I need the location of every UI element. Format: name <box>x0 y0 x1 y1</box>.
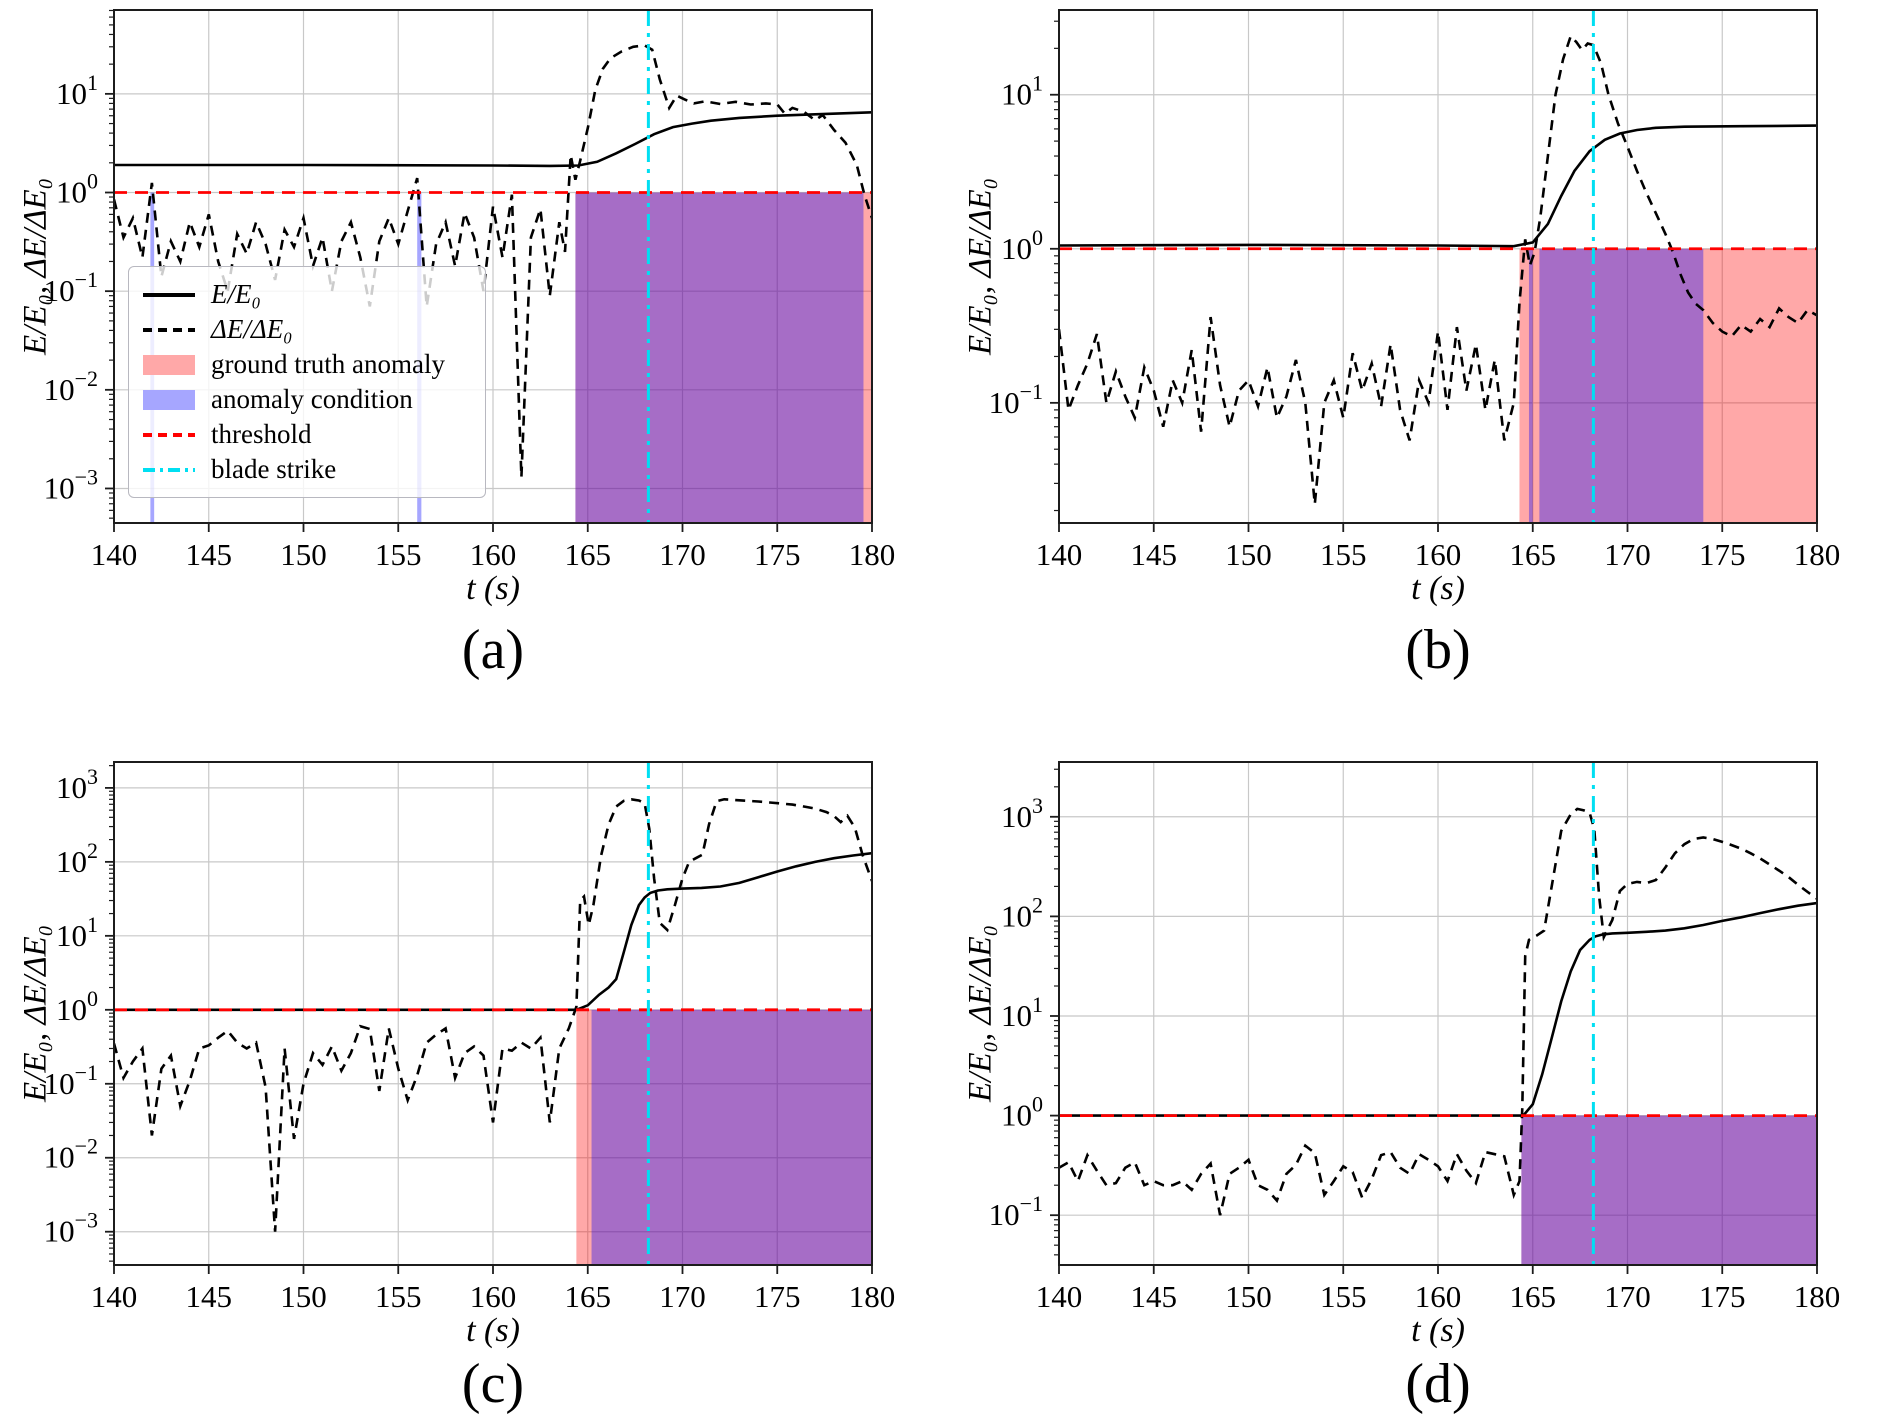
legend-label: threshold <box>211 419 312 449</box>
legend-item-ground-truth-anomaly: ground truth anomaly <box>141 347 471 382</box>
x-tick-label: 145 <box>186 537 233 572</box>
x-tick-label: 155 <box>1320 537 1367 572</box>
panel-c-x-axis-label: t (s) <box>466 1312 520 1349</box>
panel-a-caption: (a) <box>461 619 525 681</box>
x-tick-label: 150 <box>280 537 327 572</box>
legend-label: anomaly condition <box>211 384 413 414</box>
x-tick-label: 160 <box>1415 537 1462 572</box>
panel-a-y-axis-label: E/E₀, ΔE/ΔE₀ <box>17 177 54 356</box>
x-tick-label: 145 <box>1131 537 1178 572</box>
x-tick-label: 165 <box>1510 1279 1557 1314</box>
panel-b-y-axis-label: E/E₀, ΔE/ΔE₀ <box>962 177 999 356</box>
y-tick-label: 100 <box>1001 225 1043 266</box>
legend-item-blade-strike: blade strike <box>141 452 471 487</box>
x-tick-label: 175 <box>1699 1279 1746 1314</box>
x-tick-label: 155 <box>1320 1279 1367 1314</box>
y-tick-label: 101 <box>1001 992 1043 1033</box>
panel-c-caption: (c) <box>461 1353 525 1415</box>
x-tick-label: 155 <box>375 1279 422 1314</box>
x-tick-label: 160 <box>470 537 517 572</box>
x-tick-label: 155 <box>375 537 422 572</box>
x-tick-label: 145 <box>186 1279 233 1314</box>
y-tick-label: 100 <box>56 169 98 210</box>
legend-item-e-e0: E/E₀ <box>141 277 471 312</box>
x-tick-label: 160 <box>1415 1279 1462 1314</box>
legend-item-threshold: threshold <box>141 417 471 452</box>
x-tick-label: 145 <box>1131 1279 1178 1314</box>
y-tick-label: 101 <box>1001 71 1043 112</box>
legend-label: blade strike <box>211 454 337 484</box>
panel-c-plot: 140 145 150 155 160 165 170 175 180 103 102 101 100 1… <box>44 761 895 1314</box>
x-tick-label: 140 <box>1036 537 1083 572</box>
panel-a-x-axis-label: t (s) <box>466 570 520 607</box>
panel-d-plot: 140 145 150 155 160 165 170 175 180 103 102 101 100 1… <box>989 761 1840 1314</box>
x-tick-label: 170 <box>1604 1279 1651 1314</box>
legend-label: ground truth anomaly <box>211 349 445 379</box>
x-tick-label: 175 <box>754 537 801 572</box>
y-tick-label: 101 <box>56 912 98 953</box>
legend-item-anomaly-condition: anomaly condition <box>141 382 471 417</box>
x-tick-label: 170 <box>659 1279 706 1314</box>
panel-d-caption: (d) <box>1405 1353 1471 1415</box>
legend: E/E₀ ΔE/ΔE₀ ground truth anomaly anomaly… <box>128 266 486 498</box>
x-tick-label: 150 <box>1225 537 1272 572</box>
x-tick-label: 165 <box>1510 537 1557 572</box>
y-tick-label: 100 <box>1001 1092 1043 1133</box>
x-tick-label: 180 <box>1794 1279 1841 1314</box>
x-tick-label: 175 <box>1699 537 1746 572</box>
x-tick-label: 140 <box>91 537 138 572</box>
y-tick-label: 102 <box>56 838 98 879</box>
legend-label: E/E₀ <box>211 279 261 309</box>
panel-d-x-axis-label: t (s) <box>1411 1312 1465 1349</box>
legend-label: ΔE/ΔE₀ <box>211 314 293 344</box>
panel-c-y-axis-label: E/E₀, ΔE/ΔE₀ <box>17 924 54 1103</box>
y-tick-label: 102 <box>1001 892 1043 933</box>
x-tick-label: 170 <box>659 537 706 572</box>
panel-b-x-axis-label: t (s) <box>1411 570 1465 607</box>
x-tick-label: 150 <box>1225 1279 1272 1314</box>
y-tick-label: 103 <box>56 764 98 805</box>
y-tick-label: 103 <box>1001 793 1043 834</box>
y-tick-label: 100 <box>56 986 98 1027</box>
y-tick-label: 10−1 <box>989 1191 1043 1232</box>
x-tick-label: 160 <box>470 1279 517 1314</box>
panel-b-caption: (b) <box>1405 619 1471 681</box>
x-tick-label: 140 <box>1036 1279 1083 1314</box>
x-tick-label: 150 <box>280 1279 327 1314</box>
x-tick-label: 170 <box>1604 537 1651 572</box>
x-tick-label: 180 <box>1794 537 1841 572</box>
x-tick-label: 165 <box>565 1279 612 1314</box>
panel-d-y-axis-label: E/E₀, ΔE/ΔE₀ <box>962 924 999 1103</box>
y-tick-label: 10−3 <box>44 1208 98 1249</box>
x-tick-label: 180 <box>849 537 896 572</box>
x-tick-label: 175 <box>754 1279 801 1314</box>
x-tick-label: 140 <box>91 1279 138 1314</box>
y-tick-label: 101 <box>56 70 98 111</box>
x-tick-label: 180 <box>849 1279 896 1314</box>
x-tick-label: 165 <box>565 537 612 572</box>
legend-item-de-de0: ΔE/ΔE₀ <box>141 312 471 347</box>
